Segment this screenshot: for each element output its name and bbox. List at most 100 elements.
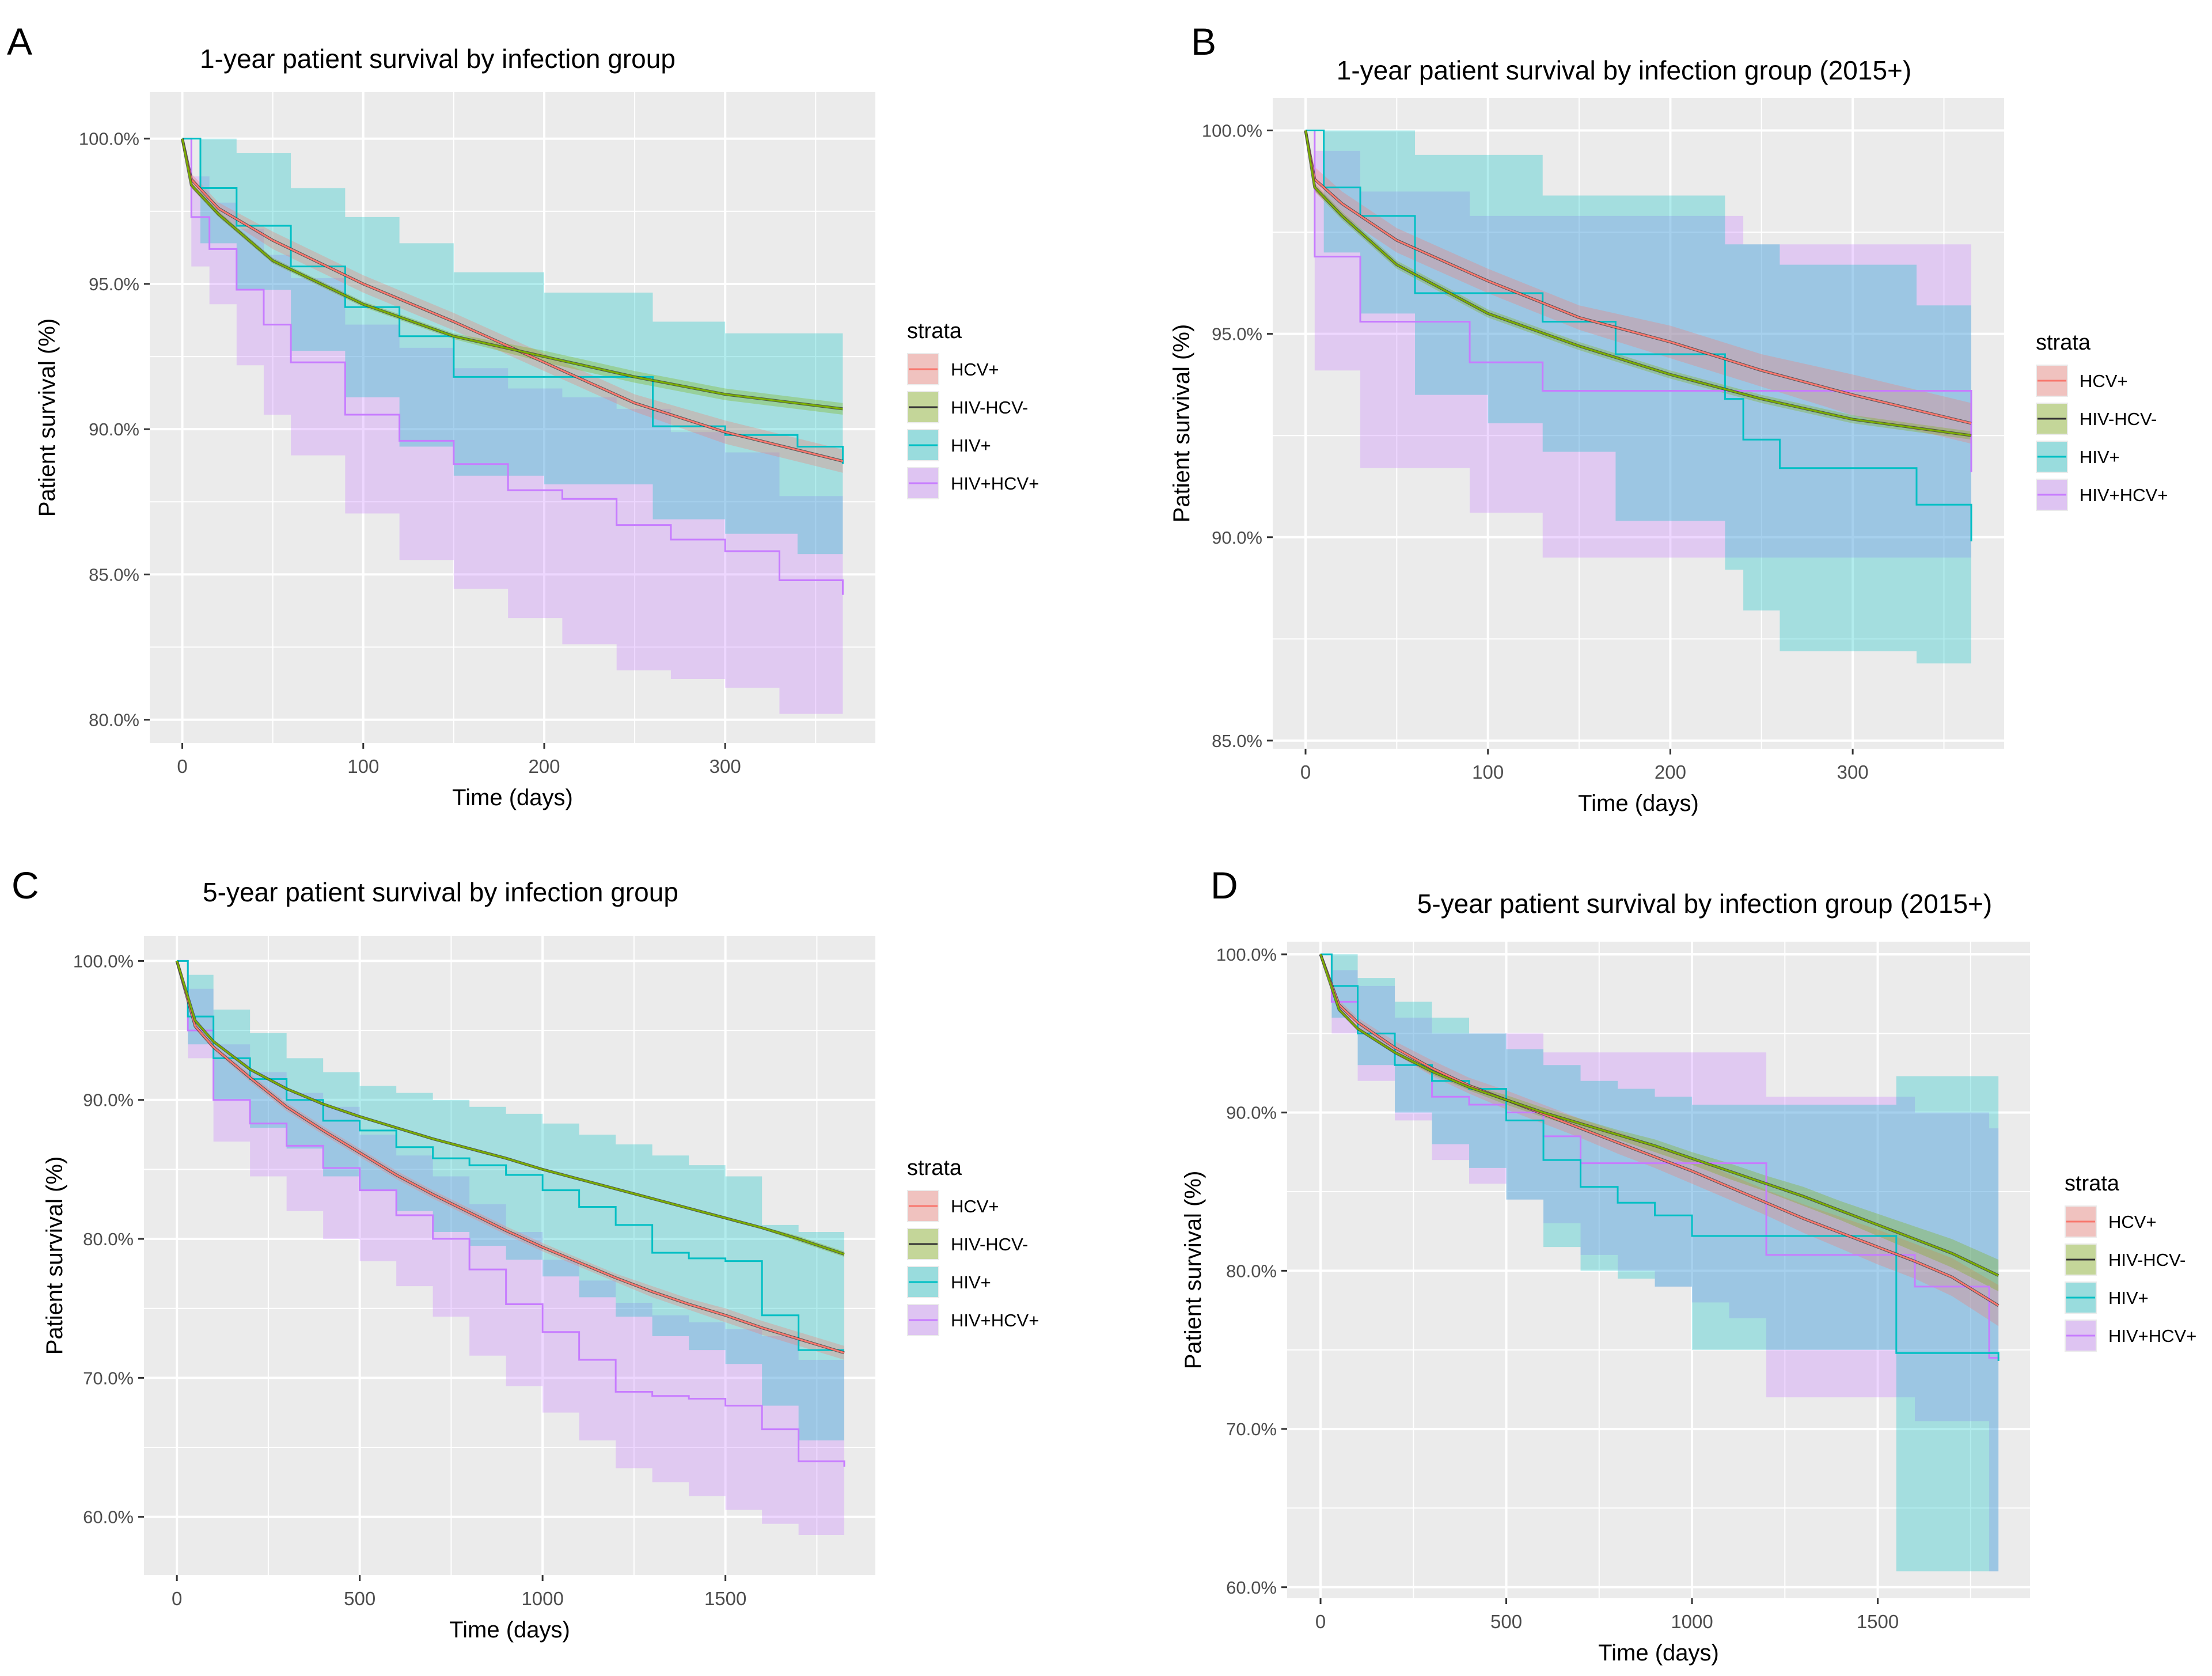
x-tick-label: 1000 bbox=[521, 1588, 563, 1609]
legend-entry-hivposhcvpos: HIV+HCV+ bbox=[907, 1304, 1039, 1336]
survival-line-hcvpos bbox=[181, 138, 843, 462]
y-axis-title: Patient survival (%) bbox=[1181, 1171, 1206, 1370]
legend-entry-hivneghcvneg: HIV-HCV- bbox=[2036, 403, 2157, 435]
legend-entry-hcvpos: HCV+ bbox=[2065, 1205, 2157, 1238]
legend-label: HIV+HCV+ bbox=[951, 1310, 1039, 1330]
legend-label: HIV-HCV- bbox=[951, 397, 1028, 418]
legend: strata HCV+ HIV-HCV- HIV+ HIV+HCV+ bbox=[907, 319, 1039, 499]
legend-label: HIV+HCV+ bbox=[951, 473, 1039, 494]
y-tick-label: 90.0% bbox=[1226, 1103, 1277, 1123]
legend-entry-hcvpos: HCV+ bbox=[2036, 365, 2128, 397]
legend-entry-hivneghcvneg: HIV-HCV- bbox=[907, 1228, 1028, 1260]
chart-title: 1-year patient survival by infection gro… bbox=[200, 44, 676, 74]
ci-band-hivpos bbox=[1306, 130, 1971, 692]
plot-area bbox=[175, 960, 845, 1552]
x-tick-label: 200 bbox=[528, 756, 560, 777]
x-tick-label: 200 bbox=[1655, 761, 1686, 783]
survival-line-hcvpos bbox=[1319, 954, 1999, 1307]
ci-band-hivpos bbox=[177, 961, 845, 1462]
x-axis-title: Time (days) bbox=[452, 785, 573, 810]
legend: strata HCV+ HIV-HCV- HIV+ HIV+HCV+ bbox=[2065, 1171, 2196, 1352]
x-tick-label: 0 bbox=[1315, 1611, 1326, 1632]
x-axis-title: Time (days) bbox=[1578, 791, 1699, 816]
legend-label: HIV+ bbox=[951, 435, 991, 456]
y-tick-label: 70.0% bbox=[1226, 1419, 1277, 1439]
y-tick-label: 100.0% bbox=[73, 951, 134, 971]
legend-entry-hivpos: HIV+ bbox=[907, 429, 991, 461]
y-tick-label: 100.0% bbox=[1216, 945, 1277, 965]
survival-line-hivpos bbox=[1306, 130, 1972, 541]
legend-entry-hivpos: HIV+ bbox=[907, 1266, 991, 1298]
y-axis-title: Patient survival (%) bbox=[42, 1156, 67, 1355]
legend-title: strata bbox=[2036, 331, 2091, 355]
legend-entry-hivpos: HIV+ bbox=[2036, 441, 2120, 473]
ci-band-hcvpos bbox=[1321, 954, 1999, 1326]
ci-band-hcvpos bbox=[1306, 130, 1971, 444]
legend-entry-hcvpos: HCV+ bbox=[907, 353, 999, 385]
survival-line-hivpos bbox=[182, 138, 844, 464]
y-tick-label: 80.0% bbox=[83, 1229, 134, 1249]
y-axis-title: Patient survival (%) bbox=[35, 318, 60, 517]
legend-entry-hivneghcvneg: HIV-HCV- bbox=[2065, 1243, 2186, 1276]
x-tick-label: 1500 bbox=[1857, 1611, 1899, 1632]
legend-label: HIV-HCV- bbox=[951, 1234, 1028, 1254]
legend-title: strata bbox=[907, 1156, 962, 1180]
legend-label: HIV-HCV- bbox=[2080, 409, 2157, 429]
ci-band-hivpos bbox=[1321, 954, 1999, 1572]
x-axis-title: Time (days) bbox=[1598, 1640, 1719, 1666]
panel-c: C 5-year patient survival by infection gr… bbox=[12, 864, 1039, 1643]
legend-label: HIV+HCV+ bbox=[2108, 1326, 2196, 1346]
chart-title: 1-year patient survival by infection gro… bbox=[1337, 55, 1912, 85]
legend-title: strata bbox=[2065, 1171, 2120, 1196]
y-tick-label: 100.0% bbox=[1202, 121, 1262, 141]
legend: strata HCV+ HIV-HCV- HIV+ HIV+HCV+ bbox=[2036, 331, 2168, 511]
x-tick-label: 1500 bbox=[704, 1588, 746, 1609]
y-tick-label: 90.0% bbox=[89, 419, 139, 439]
y-tick-label: 80.0% bbox=[89, 710, 139, 730]
ci-band-hivneghcvneg bbox=[1306, 130, 1971, 440]
chart-title: 5-year patient survival by infection gro… bbox=[203, 877, 678, 907]
x-tick-label: 500 bbox=[344, 1588, 375, 1609]
y-tick-label: 70.0% bbox=[83, 1368, 134, 1388]
legend-label: HCV+ bbox=[2108, 1212, 2157, 1232]
survival-line-hcvpos bbox=[1304, 130, 1972, 424]
survival-line-hivneghcvneg bbox=[1319, 954, 1999, 1276]
x-tick-label: 1000 bbox=[1671, 1611, 1713, 1632]
ci-band-hivposhcvpos bbox=[1306, 130, 1971, 558]
legend-label: HIV+ bbox=[2080, 447, 2120, 467]
x-tick-label: 300 bbox=[1837, 761, 1869, 783]
plot-background bbox=[144, 936, 875, 1575]
y-axis-title: Patient survival (%) bbox=[1169, 324, 1194, 523]
panel-label: A bbox=[7, 20, 32, 63]
x-tick-label: 0 bbox=[172, 1588, 182, 1609]
legend-label: HIV-HCV- bbox=[2108, 1250, 2186, 1270]
survival-line-hivneghcvneg bbox=[1304, 130, 1972, 437]
legend-title: strata bbox=[907, 319, 962, 343]
x-tick-label: 0 bbox=[1300, 761, 1311, 783]
y-tick-label: 60.0% bbox=[1226, 1578, 1277, 1598]
panel-label: B bbox=[1191, 20, 1216, 63]
survival-line-hivposhcvpos bbox=[1306, 130, 1972, 472]
legend-label: HIV+ bbox=[2108, 1288, 2149, 1308]
survival-line-hivpos bbox=[177, 960, 845, 1351]
y-tick-label: 85.0% bbox=[89, 564, 139, 585]
ci-band-hcvpos bbox=[182, 138, 843, 473]
y-tick-label: 95.0% bbox=[89, 274, 139, 294]
legend-label: HIV+HCV+ bbox=[2080, 485, 2168, 505]
panel-label: D bbox=[1211, 864, 1238, 907]
plot-area bbox=[1319, 953, 1999, 1580]
y-tick-label: 85.0% bbox=[1212, 731, 1262, 751]
y-tick-label: 80.0% bbox=[1226, 1261, 1277, 1281]
legend-label: HCV+ bbox=[951, 359, 999, 380]
legend-entry-hivposhcvpos: HIV+HCV+ bbox=[907, 467, 1039, 499]
legend-entry-hcvpos: HCV+ bbox=[907, 1190, 999, 1222]
legend-entry-hivposhcvpos: HIV+HCV+ bbox=[2036, 479, 2168, 511]
y-tick-label: 100.0% bbox=[79, 129, 139, 149]
legend-label: HCV+ bbox=[2080, 371, 2128, 391]
legend: strata HCV+ HIV-HCV- HIV+ HIV+HCV+ bbox=[907, 1156, 1039, 1336]
survival-line-hivneghcvneg bbox=[181, 138, 843, 410]
x-tick-label: 300 bbox=[709, 756, 741, 777]
x-tick-label: 100 bbox=[347, 756, 379, 777]
panel-a: A 1-year patient survival by infection gr… bbox=[7, 20, 1039, 810]
survival-line-hivposhcvpos bbox=[182, 138, 844, 595]
